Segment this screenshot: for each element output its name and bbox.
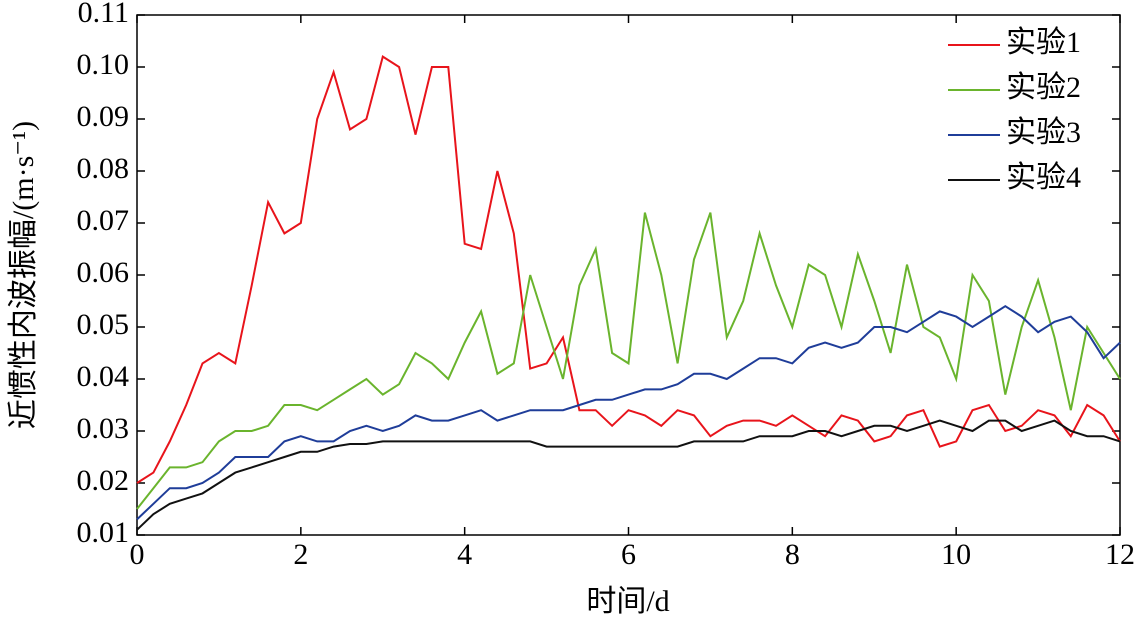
y-tick-label: 0.06 [77, 256, 130, 289]
data-line [136, 305, 1121, 521]
legend-label: 实验2 [1006, 71, 1081, 104]
legend-label: 实验1 [1006, 26, 1081, 59]
y-tick-label: 0.10 [77, 48, 130, 81]
legend-label: 实验4 [1006, 161, 1081, 194]
data-line [136, 55, 1121, 484]
x-tick-label: 0 [130, 538, 145, 571]
y-tick-label: 0.02 [77, 464, 130, 497]
y-tick-label: 0.01 [77, 516, 130, 549]
y-tick-label: 0.04 [77, 360, 130, 393]
y-tick-label: 0.03 [77, 412, 130, 445]
data-line [136, 212, 1121, 510]
x-tick-label: 2 [293, 538, 308, 571]
data-line [136, 419, 1121, 531]
y-tick-label: 0.08 [77, 152, 130, 185]
x-axis-label: 时间/d [586, 585, 669, 618]
x-tick-label: 10 [941, 538, 971, 571]
x-tick-label: 4 [457, 538, 472, 571]
x-tick-label: 8 [785, 538, 800, 571]
y-tick-label: 0.09 [77, 100, 130, 133]
y-tick-label: 0.07 [77, 204, 130, 237]
y-tick-label: 0.05 [77, 308, 130, 341]
x-tick-label: 6 [621, 538, 636, 571]
x-tick-label: 12 [1105, 538, 1135, 571]
y-axis-label: 近惯性内波振幅/(m·s⁻¹) [7, 121, 40, 429]
legend-label: 实验3 [1006, 116, 1081, 149]
y-tick-label: 0.11 [78, 0, 129, 29]
